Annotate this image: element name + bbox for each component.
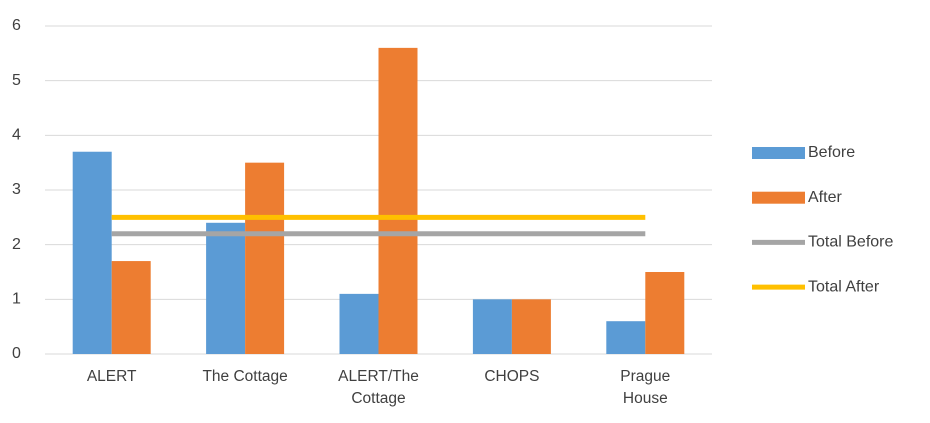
y-tick-label: 3 xyxy=(12,181,21,198)
legend-label: Total Before xyxy=(808,234,893,251)
x-tick-label: CHOPS xyxy=(484,368,540,385)
bar xyxy=(339,293,379,354)
y-tick-label: 1 xyxy=(12,291,21,308)
y-tick-label: 2 xyxy=(12,236,21,253)
bar xyxy=(606,321,646,354)
bar xyxy=(245,162,285,354)
bar xyxy=(111,261,151,354)
bar xyxy=(72,151,112,354)
bar xyxy=(378,47,418,354)
legend-label: After xyxy=(808,189,842,206)
legend-swatch xyxy=(752,191,805,204)
legend-label: Before xyxy=(808,144,855,161)
bar xyxy=(472,299,512,354)
x-tick-label: The Cottage xyxy=(202,368,288,385)
y-tick-label: 6 xyxy=(12,17,21,34)
y-tick-label: 5 xyxy=(12,72,21,89)
y-tick-label: 4 xyxy=(12,127,21,144)
bar xyxy=(645,272,685,354)
legend-label: Total After xyxy=(808,278,880,295)
bar xyxy=(206,222,246,354)
legend-swatch xyxy=(752,147,805,159)
x-tick-label: Prague House xyxy=(620,368,671,407)
y-tick-label: 0 xyxy=(12,345,21,362)
x-tick-label: ALERT xyxy=(86,368,137,385)
bar xyxy=(511,299,551,354)
x-tick-label: ALERT/The Cottage xyxy=(338,368,419,407)
